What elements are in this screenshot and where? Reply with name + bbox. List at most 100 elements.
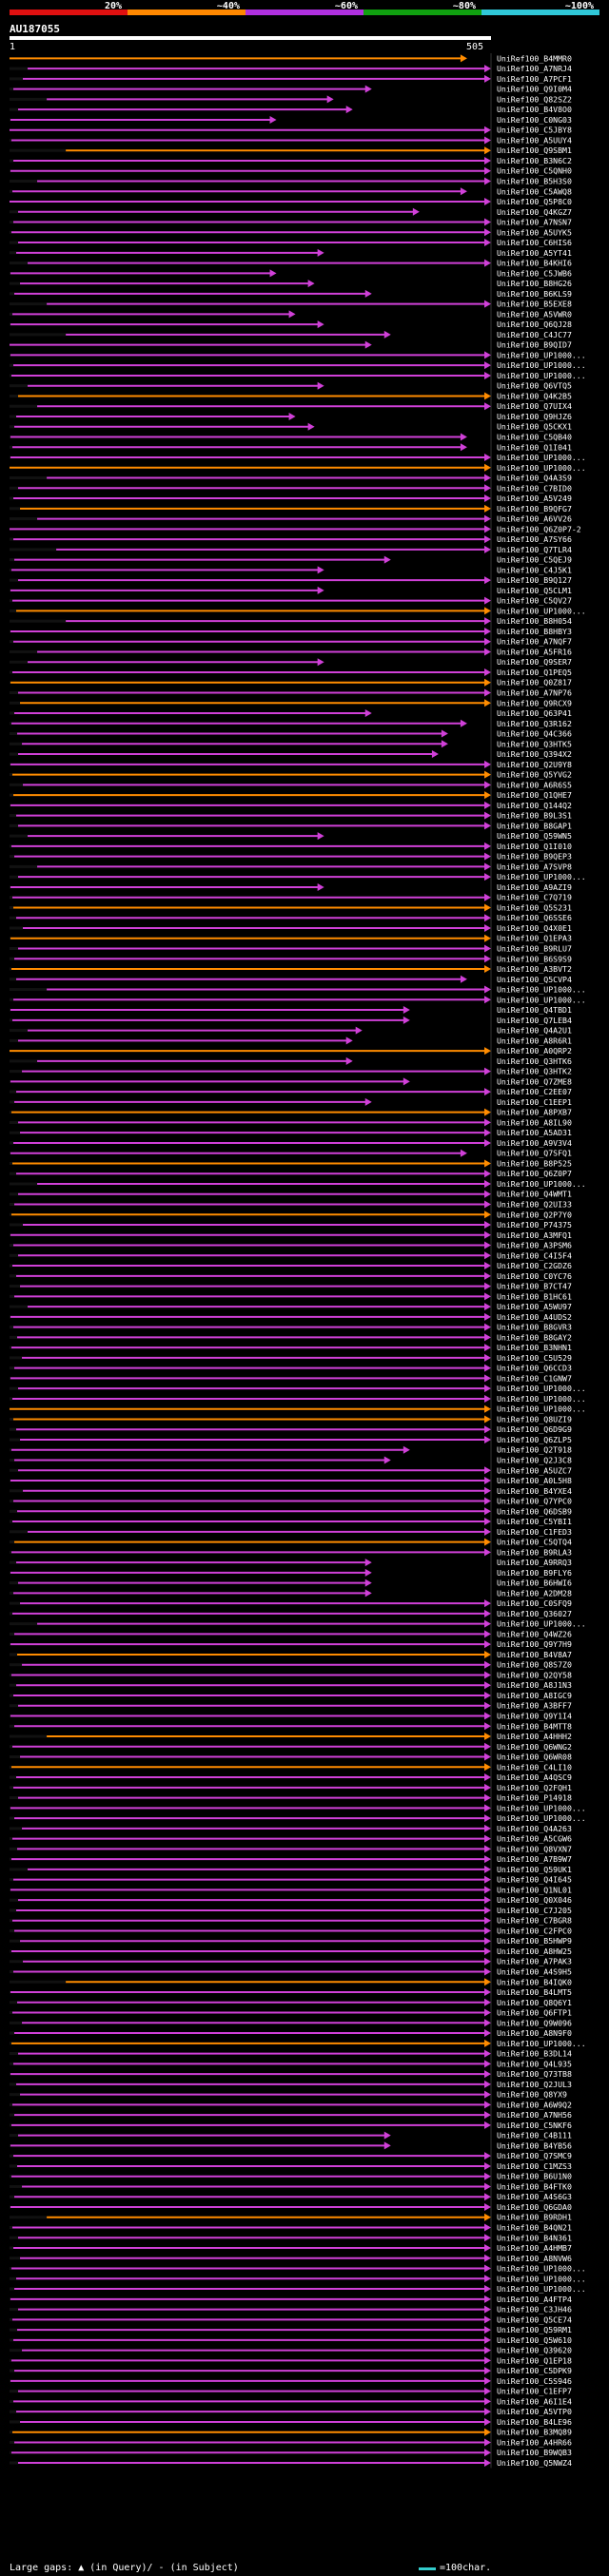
hit-row[interactable]: UniRef100_A7NRJ4 <box>10 64 572 73</box>
hit-row[interactable]: UniRef100_C7BGR8 <box>10 1916 572 1926</box>
hit-label[interactable]: UniRef100_Q4X0E1 <box>497 923 572 933</box>
hit-row[interactable]: UniRef100_Q6ZLP5 <box>10 1435 572 1444</box>
hit-row[interactable]: UniRef100_A5UYK5 <box>10 227 572 237</box>
hit-label[interactable]: UniRef100_B4MTT8 <box>497 1721 572 1731</box>
hit-label[interactable]: UniRef100_A7NQF7 <box>497 637 572 647</box>
hit-row[interactable]: UniRef100_Q6VTQ5 <box>10 381 572 391</box>
hit-label[interactable]: UniRef100_UP1000... <box>497 1619 586 1629</box>
hit-row[interactable]: UniRef100_Q5P8C0 <box>10 197 572 206</box>
hit-label[interactable]: UniRef100_Q4I645 <box>497 1875 572 1885</box>
hit-row[interactable]: UniRef100_C0NG03 <box>10 115 572 125</box>
hit-row[interactable]: UniRef100_UP1000... <box>10 2264 586 2274</box>
hit-row[interactable]: UniRef100_Q0X046 <box>10 1895 572 1905</box>
hit-row[interactable]: UniRef100_A4UDS2 <box>10 1312 572 1322</box>
hit-label[interactable]: UniRef100_Q1I010 <box>497 842 572 851</box>
hit-label[interactable]: UniRef100_B4N361 <box>497 2233 572 2242</box>
hit-row[interactable]: UniRef100_C6HIS6 <box>10 238 572 247</box>
hit-label[interactable]: UniRef100_Q4KGZ7 <box>497 207 572 217</box>
hit-row[interactable]: UniRef100_A7NP76 <box>10 688 572 698</box>
hit-row[interactable]: UniRef100_Q8YX9 <box>10 2090 567 2100</box>
hit-row[interactable]: UniRef100_Q3HTK5 <box>10 739 572 748</box>
hit-row[interactable]: UniRef100_B9QID7 <box>10 340 572 350</box>
hit-label[interactable]: UniRef100_P14918 <box>497 1793 572 1803</box>
hit-row[interactable]: UniRef100_Q4WMT1 <box>10 1190 572 1199</box>
hit-label[interactable]: UniRef100_B3N6C2 <box>497 156 572 165</box>
hit-row[interactable]: UniRef100_B4QN21 <box>10 2223 572 2233</box>
hit-row[interactable]: UniRef100_C7Q719 <box>10 893 572 902</box>
hit-row[interactable]: UniRef100_A8IL90 <box>10 1117 572 1127</box>
hit-row[interactable]: UniRef100_Q5W610 <box>10 2335 572 2345</box>
hit-row[interactable]: UniRef100_B4MTT8 <box>10 1721 572 1731</box>
hit-row[interactable]: UniRef100_A3BFF7 <box>10 1701 572 1711</box>
hit-row[interactable]: UniRef100_A4QSC9 <box>10 1772 572 1782</box>
hit-row[interactable]: UniRef100_P14918 <box>10 1793 572 1803</box>
hit-label[interactable]: UniRef100_Q6CCD3 <box>497 1364 572 1373</box>
hit-label[interactable]: UniRef100_Q3R162 <box>497 719 572 728</box>
hit-row[interactable]: UniRef100_UP1000... <box>10 350 586 359</box>
hit-label[interactable]: UniRef100_Q9HJZ6 <box>497 412 572 421</box>
hit-row[interactable]: UniRef100_B9L3S1 <box>10 811 572 821</box>
hit-row[interactable]: UniRef100_C0YC76 <box>10 1271 572 1281</box>
hit-row[interactable]: UniRef100_Q5CE74 <box>10 2315 572 2324</box>
hit-row[interactable]: UniRef100_Q7ZME8 <box>10 1076 572 1086</box>
hit-label[interactable]: UniRef100_Q7LEB4 <box>497 1016 572 1025</box>
hit-row[interactable]: UniRef100_Q82SZ2 <box>10 94 572 104</box>
hit-row[interactable]: UniRef100_Q2J3C8 <box>10 1456 572 1465</box>
hit-row[interactable]: UniRef100_Q9I0M4 <box>10 85 572 94</box>
hit-row[interactable]: UniRef100_UP1000... <box>10 371 586 380</box>
hit-label[interactable]: UniRef100_UP1000... <box>497 463 586 473</box>
hit-row[interactable]: UniRef100_C5QV27 <box>10 596 572 606</box>
hit-row[interactable]: UniRef100_C5QEJ9 <box>10 555 572 565</box>
hit-label[interactable]: UniRef100_A3BVT2 <box>497 964 572 974</box>
hit-label[interactable]: UniRef100_Q2J3C8 <box>497 1456 572 1465</box>
hit-row[interactable]: UniRef100_UP1000... <box>10 1394 586 1404</box>
hit-label[interactable]: UniRef100_B8HG26 <box>497 279 572 288</box>
hit-label[interactable]: UniRef100_Q2P7Y0 <box>497 1210 572 1219</box>
hit-label[interactable]: UniRef100_UP1000... <box>497 1394 586 1404</box>
hit-row[interactable]: UniRef100_UP1000... <box>10 1813 586 1823</box>
hit-row[interactable]: UniRef100_C5JWB6 <box>10 268 572 278</box>
hit-label[interactable]: UniRef100_C4B111 <box>497 2131 572 2140</box>
hit-label[interactable]: UniRef100_B4V8A7 <box>497 1650 572 1659</box>
hit-label[interactable]: UniRef100_A4S9H5 <box>497 1967 572 1977</box>
hit-label[interactable]: UniRef100_B9RLA3 <box>497 1547 572 1557</box>
hit-label[interactable]: UniRef100_A5WU97 <box>497 1302 572 1311</box>
hit-row[interactable]: UniRef100_A7PAK3 <box>10 1957 572 1966</box>
hit-row[interactable]: UniRef100_Q8VXN7 <box>10 1844 572 1853</box>
hit-label[interactable]: UniRef100_A7NH56 <box>497 2110 572 2120</box>
hit-label[interactable]: UniRef100_Q9SER7 <box>497 657 572 667</box>
hit-row[interactable]: UniRef100_Q8UZI9 <box>10 1414 572 1424</box>
hit-row[interactable]: UniRef100_UP1000... <box>10 606 586 615</box>
hit-row[interactable]: UniRef100_B4N361 <box>10 2233 572 2242</box>
hit-row[interactable]: UniRef100_A4S6G3 <box>10 2192 572 2201</box>
hit-row[interactable]: UniRef100_A8J1N3 <box>10 1680 572 1690</box>
hit-row[interactable]: UniRef100_A8N9F0 <box>10 2028 572 2038</box>
hit-label[interactable]: UniRef100_Q1PEQ5 <box>497 668 572 677</box>
hit-row[interactable]: UniRef100_UP1000... <box>10 1179 586 1189</box>
hit-label[interactable]: UniRef100_C3JH46 <box>497 2305 572 2315</box>
hit-label[interactable]: UniRef100_A9V3V4 <box>497 1138 572 1148</box>
hit-label[interactable]: UniRef100_Q8UZI9 <box>497 1414 572 1424</box>
hit-row[interactable]: UniRef100_A8NVW6 <box>10 2254 572 2263</box>
hit-label[interactable]: UniRef100_Q59WN5 <box>497 831 572 841</box>
hit-row[interactable]: UniRef100_Q1PEQ5 <box>10 668 572 677</box>
hit-row[interactable]: UniRef100_Q6FTP1 <box>10 2008 572 2018</box>
hit-label[interactable]: UniRef100_Q6D9G9 <box>497 1424 572 1434</box>
hit-row[interactable]: UniRef100_B4YB56 <box>10 2140 572 2150</box>
hit-label[interactable]: UniRef100_Q4C366 <box>497 729 572 739</box>
hit-label[interactable]: UniRef100_C5JBY8 <box>497 126 572 135</box>
hit-label[interactable]: UniRef100_A4HR66 <box>497 2437 572 2447</box>
hit-label[interactable]: UniRef100_A7SY66 <box>497 534 572 544</box>
hit-row[interactable]: UniRef100_P74375 <box>10 1220 572 1230</box>
hit-label[interactable]: UniRef100_UP1000... <box>497 2274 586 2283</box>
hit-label[interactable]: UniRef100_Q2QY58 <box>497 1670 572 1679</box>
hit-row[interactable]: UniRef100_UP1000... <box>10 1619 586 1629</box>
hit-row[interactable]: UniRef100_Q7TLR4 <box>10 545 572 554</box>
hit-label[interactable]: UniRef100_C0YC76 <box>497 1271 572 1281</box>
hit-label[interactable]: UniRef100_Q2T918 <box>497 1445 572 1455</box>
hit-row[interactable]: UniRef100_Q4A263 <box>10 1824 572 1833</box>
hit-row[interactable]: UniRef100_C2GDZ6 <box>10 1261 572 1270</box>
hit-row[interactable]: UniRef100_A6W9Q2 <box>10 2100 572 2109</box>
hit-label[interactable]: UniRef100_Q36027 <box>497 1609 572 1618</box>
hit-label[interactable]: UniRef100_Q9Y1I4 <box>497 1712 572 1721</box>
